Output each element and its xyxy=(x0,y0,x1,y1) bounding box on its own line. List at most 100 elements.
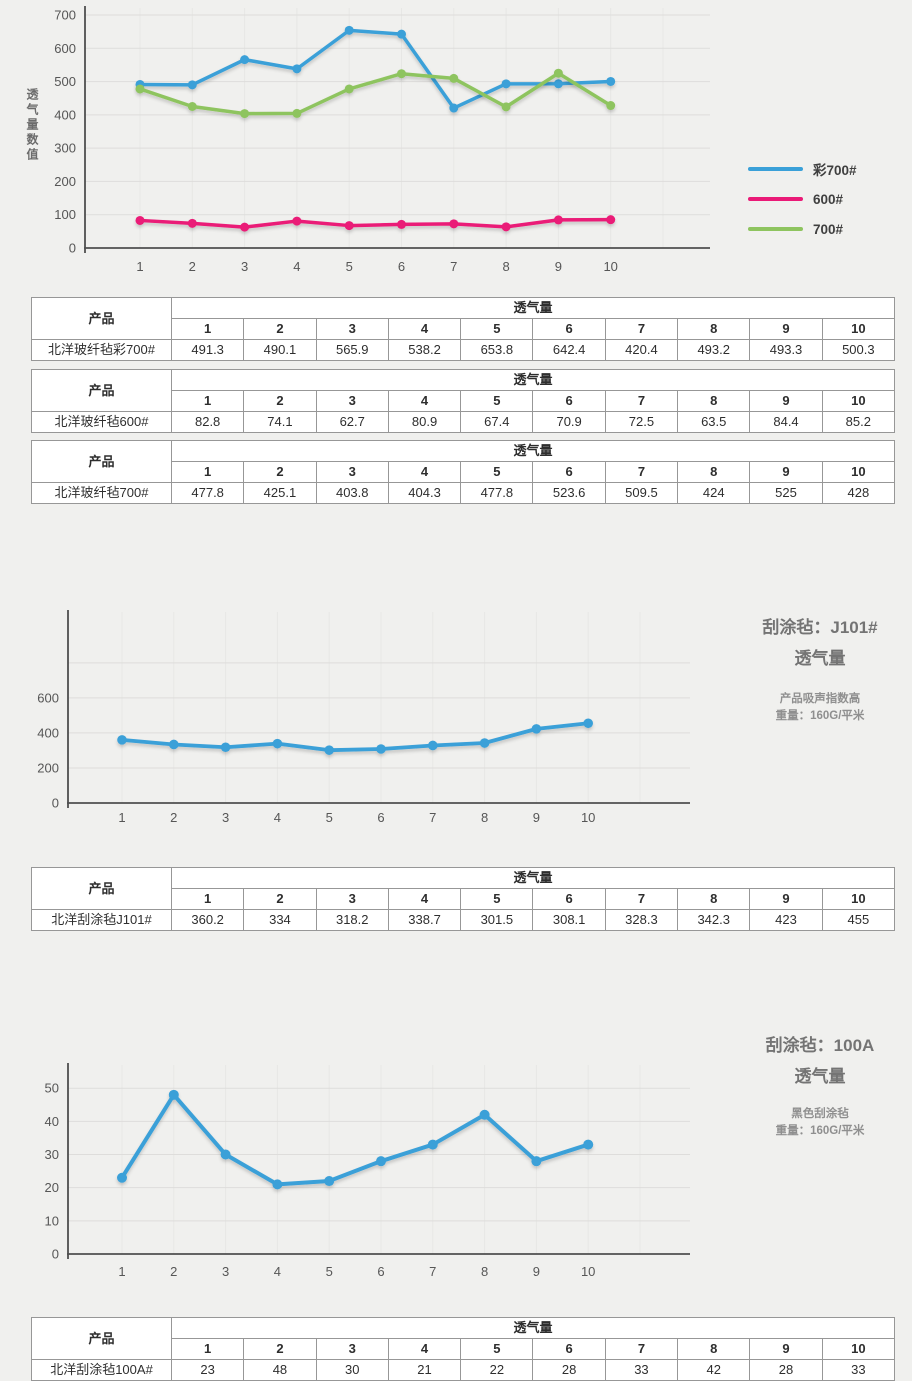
legend-line-icon xyxy=(748,227,803,231)
data-point xyxy=(479,738,490,748)
value-cell: 21 xyxy=(387,1359,462,1381)
legend-line-icon xyxy=(748,197,803,201)
x-tick-label: 2 xyxy=(170,1264,177,1279)
value-cell: 80.9 xyxy=(387,411,462,433)
x-tick-label: 4 xyxy=(274,1264,281,1279)
data-point xyxy=(324,1176,335,1187)
column-header: 10 xyxy=(821,888,896,910)
column-header: 8 xyxy=(677,1338,751,1360)
group-header: 透气量 xyxy=(171,369,895,391)
column-header: 9 xyxy=(749,390,823,412)
y-tick-label: 10 xyxy=(45,1213,59,1228)
value-cell: 334 xyxy=(243,909,317,931)
table-glassfiber-700: 产品 透气量 1 2 3 4 5 6 7 8 9 10 北洋玻纤毡700# 477.8 425.1 403.8… xyxy=(31,440,896,504)
data-point xyxy=(240,109,250,119)
data-point xyxy=(240,222,250,232)
column-header: 7 xyxy=(604,390,679,412)
legend-item-700[interactable]: 700# xyxy=(748,214,857,244)
x-tick-label: 5 xyxy=(326,1264,333,1279)
value-cell: 28 xyxy=(749,1359,823,1381)
series-line xyxy=(138,71,613,116)
column-header: 6 xyxy=(532,888,606,910)
value-cell: 490.1 xyxy=(243,339,317,361)
x-tick-label: 1 xyxy=(118,810,125,825)
data-point xyxy=(397,69,406,79)
value-cell: 425.1 xyxy=(243,482,317,504)
chart-legend: 彩700# 600# 700# xyxy=(748,154,857,244)
group-header: 透气量 xyxy=(171,867,895,889)
series-700# xyxy=(135,68,616,119)
legend-item-600[interactable]: 600# xyxy=(748,184,857,214)
value-cell: 538.2 xyxy=(387,339,462,361)
x-tick-label: 1 xyxy=(118,1264,125,1279)
legend-label: 彩700# xyxy=(813,163,857,178)
column-header: 1 xyxy=(170,461,245,483)
section-title-line2: 透气量 xyxy=(794,649,846,668)
data-point xyxy=(344,84,354,94)
x-tick-label: 3 xyxy=(222,1264,229,1279)
value-cell: 23 xyxy=(170,1359,245,1381)
column-header: 6 xyxy=(532,1338,606,1360)
value-cell: 428 xyxy=(821,482,896,504)
column-header: 2 xyxy=(243,461,317,483)
value-cell: 642.4 xyxy=(532,339,606,361)
x-tick-label: 10 xyxy=(581,1264,595,1279)
value-cell: 48 xyxy=(243,1359,317,1381)
column-header: 1 xyxy=(170,888,245,910)
column-header: 3 xyxy=(315,461,389,483)
column-header: 5 xyxy=(460,888,534,910)
100a-permeability-chart: 0 10 20 30 40 50 1 2 3 4 5 6 7 8 9 10 xyxy=(45,1063,690,1279)
column-header: 8 xyxy=(677,390,751,412)
column-header: 8 xyxy=(677,318,751,340)
value-cell: 523.6 xyxy=(532,482,606,504)
value-cell: 318.2 xyxy=(315,909,389,931)
value-cell: 477.8 xyxy=(460,482,534,504)
data-point xyxy=(220,1149,231,1160)
permeability-table: 产品 透气量 1 2 3 4 5 6 7 8 9 10 北洋玻纤毡600# 82.8 74.1 62.7 80.… xyxy=(31,369,896,433)
section-note-line1: 黑色刮涂毡 xyxy=(791,1108,849,1120)
x-tick-label: 8 xyxy=(481,1264,488,1279)
value-cell: 509.5 xyxy=(604,482,679,504)
section-note-j101: 产品吸声指数高 重量：160G/平米 xyxy=(724,691,912,725)
value-cell: 42 xyxy=(677,1359,751,1381)
value-cell: 67.4 xyxy=(460,411,534,433)
data-point xyxy=(292,108,302,118)
y-tick-label: 400 xyxy=(54,107,76,122)
data-point xyxy=(479,1109,490,1120)
x-tick-label: 6 xyxy=(377,810,384,825)
column-header: 10 xyxy=(821,1338,896,1360)
column-header: 5 xyxy=(460,461,534,483)
value-cell: 84.4 xyxy=(749,411,823,433)
product-column-header: 产品 xyxy=(31,1317,172,1360)
value-cell: 30 xyxy=(315,1359,389,1381)
legend-item-cai700[interactable]: 彩700# xyxy=(748,154,857,184)
x-tick-label: 7 xyxy=(429,810,436,825)
legend-label: 600# xyxy=(813,191,844,207)
data-point xyxy=(553,79,563,89)
data-point xyxy=(397,219,406,229)
y-tick-label: 700 xyxy=(54,7,76,22)
x-tick-label: 5 xyxy=(326,810,333,825)
section-title-line1: 刮涂毡：100A xyxy=(765,1036,875,1055)
x-tick-label: 9 xyxy=(533,1264,540,1279)
column-header: 9 xyxy=(749,461,823,483)
y-tick-label: 200 xyxy=(37,760,59,775)
column-header: 3 xyxy=(315,888,389,910)
value-cell: 62.7 xyxy=(315,411,389,433)
j101-permeability-chart: 0 200 400 600 1 2 3 4 5 6 7 8 9 10 xyxy=(37,610,690,825)
y-tick-label: 600 xyxy=(54,41,76,56)
column-header: 10 xyxy=(821,390,896,412)
value-cell: 72.5 xyxy=(604,411,679,433)
column-header: 2 xyxy=(243,888,317,910)
column-header: 9 xyxy=(749,1338,823,1360)
data-point xyxy=(240,55,250,65)
data-point xyxy=(292,64,302,74)
column-header: 4 xyxy=(387,461,462,483)
section-note-line1: 产品吸声指数高 xyxy=(779,693,861,705)
data-point xyxy=(292,216,302,226)
value-cell: 403.8 xyxy=(315,482,389,504)
y-tick-label: 300 xyxy=(54,141,76,156)
product-name: 北洋刮涂毡100A# xyxy=(31,1359,172,1381)
product-column-header: 产品 xyxy=(31,297,172,340)
